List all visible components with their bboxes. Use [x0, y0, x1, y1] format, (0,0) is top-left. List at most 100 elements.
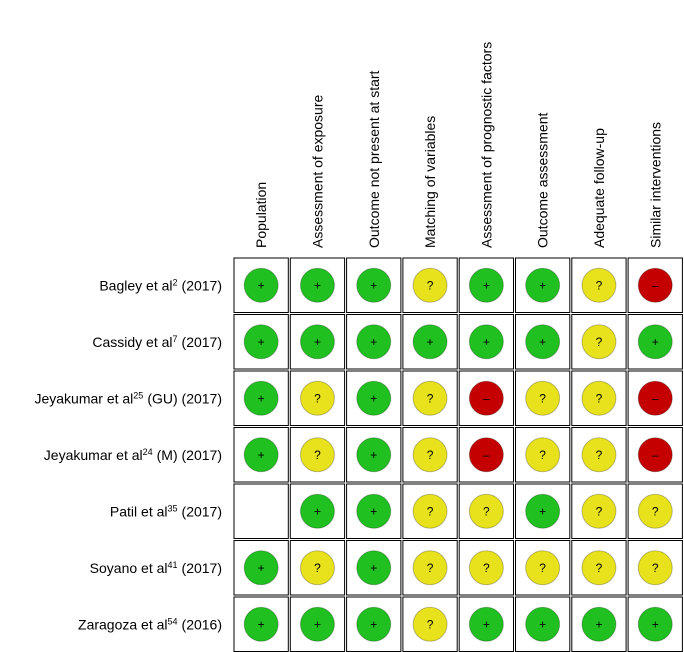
judgment-circle [356, 267, 392, 303]
judgment-symbol: + [258, 448, 265, 462]
judgment-circle [637, 606, 673, 642]
judgment-circle [243, 437, 279, 473]
judgment-symbol: + [652, 617, 659, 631]
judgment-symbol: + [370, 504, 377, 518]
column-header: Assessment of prognostic factors [478, 42, 494, 248]
author: Cassidy et al [92, 334, 172, 350]
column-header: Assessment of exposure [309, 94, 325, 248]
judgment-symbol: + [258, 561, 265, 575]
author: Patil et al [110, 503, 168, 519]
judgment-circle [412, 324, 448, 360]
judgment-circle [525, 267, 561, 303]
judgment-symbol: + [258, 617, 265, 631]
cell [233, 483, 289, 539]
suffix: (2017) [182, 277, 222, 293]
author: Zaragoza et al [78, 616, 168, 632]
judgment-symbol: ? [596, 391, 603, 405]
judgment-circle [468, 437, 504, 473]
judgment-circle [356, 324, 392, 360]
judgment-circle [525, 550, 561, 586]
judgment-symbol: + [314, 617, 321, 631]
judgment-circle [468, 550, 504, 586]
judgment-circle [525, 606, 561, 642]
judgment-circle [525, 324, 561, 360]
judgment-circle [243, 324, 279, 360]
judgment-symbol: ? [427, 617, 434, 631]
judgment-circle [412, 550, 448, 586]
cell [346, 540, 402, 596]
judgment-circle [637, 324, 673, 360]
judgment-symbol: ? [427, 561, 434, 575]
judgment-circle [299, 267, 335, 303]
column-header: Matching of variables [422, 116, 438, 248]
judgment-symbol: ? [596, 448, 603, 462]
judgment-symbol: + [370, 617, 377, 631]
judgment-circle [356, 606, 392, 642]
judgment-circle [581, 606, 617, 642]
judgment-symbol: + [483, 617, 490, 631]
judgment-circle [637, 437, 673, 473]
reference: 25 [133, 390, 143, 400]
judgment-symbol: + [539, 617, 546, 631]
judgment-circle [637, 550, 673, 586]
judgment-circle [637, 380, 673, 416]
cell [571, 596, 627, 652]
judgment-symbol: ? [483, 561, 490, 575]
judgment-circle [299, 606, 335, 642]
judgment-symbol: + [314, 504, 321, 518]
judgment-symbol: ? [314, 391, 321, 405]
judgment-circle [581, 324, 617, 360]
judgment-symbol: + [258, 278, 265, 292]
judgment-symbol: + [370, 278, 377, 292]
judgment-circle [468, 606, 504, 642]
judgment-symbol: ? [539, 391, 546, 405]
judgment-circle [299, 493, 335, 529]
judgment-circle [468, 267, 504, 303]
judgment-circle [637, 267, 673, 303]
judgment-symbol: + [539, 278, 546, 292]
judgment-symbol: ? [652, 561, 659, 575]
judgment-symbol: ? [483, 504, 490, 518]
judgment-symbol: + [370, 561, 377, 575]
judgment-symbol: + [595, 617, 602, 631]
row-label: Cassidy et al7 (2017) [92, 334, 222, 350]
reference: 24 [143, 447, 153, 457]
author: Jeyakumar et al [44, 447, 143, 463]
column-header: Outcome assessment [535, 113, 551, 248]
judgment-symbol: – [652, 448, 659, 462]
judgment-symbol: + [314, 335, 321, 349]
judgment-symbol: ? [427, 278, 434, 292]
cell [289, 314, 346, 370]
reference: 54 [168, 616, 178, 626]
judgment-circle [581, 437, 617, 473]
column-header: Population [253, 182, 269, 248]
judgment-circle [299, 550, 335, 586]
judgment-symbol: ? [596, 504, 603, 518]
judgment-circle [243, 380, 279, 416]
judgment-circle [356, 437, 392, 473]
reference: 2 [173, 277, 178, 287]
judgment-circle [356, 380, 392, 416]
judgment-circle [243, 550, 279, 586]
judgment-symbol: + [652, 335, 659, 349]
judgment-circle [412, 606, 448, 642]
judgment-symbol: + [370, 335, 377, 349]
author: Jeyakumar et al [34, 390, 133, 406]
judgment-symbol: ? [596, 561, 603, 575]
judgment-circle [581, 380, 617, 416]
judgment-symbol: ? [314, 448, 321, 462]
judgment-circle [581, 493, 617, 529]
judgment-circle [412, 267, 448, 303]
row-label: Jeyakumar et al24 (M) (2017) [44, 447, 222, 463]
judgment-circle [299, 324, 335, 360]
judgment-symbol: + [370, 391, 377, 405]
judgment-symbol: + [258, 335, 265, 349]
reference: 41 [168, 560, 178, 570]
judgment-circle [637, 493, 673, 529]
judgment-symbol: + [370, 448, 377, 462]
judgment-symbol: + [258, 391, 265, 405]
row-label: Zaragoza et al54 (2016) [78, 616, 222, 632]
judgment-symbol: + [483, 335, 490, 349]
judgment-symbol: + [539, 504, 546, 518]
